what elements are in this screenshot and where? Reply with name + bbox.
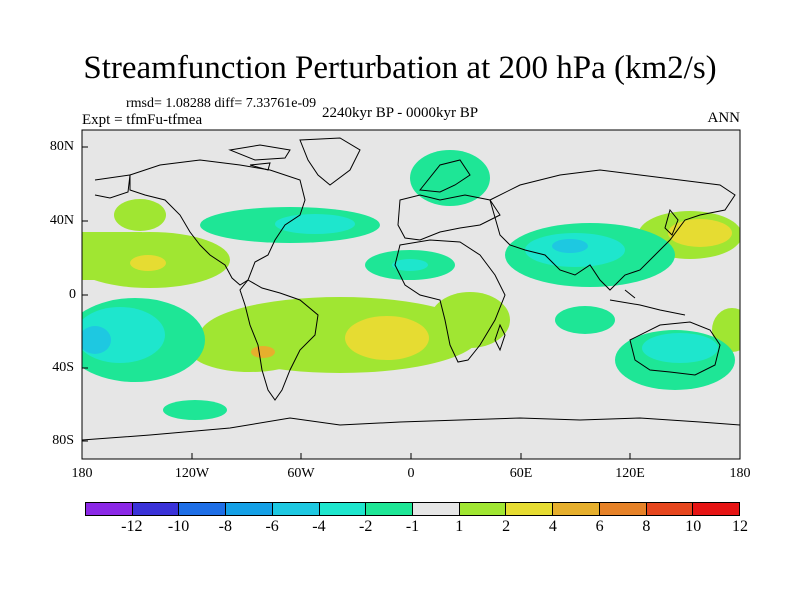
- colorbar-label: 12: [732, 518, 748, 535]
- coast-madagascar: [494, 323, 506, 352]
- colorbar-segment: [693, 503, 740, 515]
- contour-fills: [82, 150, 740, 420]
- coast-japan: [664, 208, 679, 236]
- colorbar-label: 4: [548, 518, 557, 535]
- contour-n-pacific: [114, 199, 166, 231]
- colorbar-segment: [319, 503, 367, 515]
- coast-indonesia: [609, 289, 686, 316]
- colorbar-label: -6: [265, 518, 279, 535]
- contour-w-pacific-4: [668, 219, 732, 247]
- coast-africa: [394, 239, 506, 363]
- contour-south-atlantic-4: [345, 316, 429, 360]
- colorbar-label: -8: [218, 518, 232, 535]
- colorbar-segment: [86, 503, 133, 515]
- contour-subtrop-pacific-4: [130, 255, 166, 271]
- colorbar-segment: [506, 503, 554, 515]
- contour-s-pacific-4: [82, 326, 111, 354]
- colorbar-segment: [366, 503, 414, 515]
- coast-alaska: [94, 174, 131, 199]
- x-tick-label: 120W: [174, 466, 210, 481]
- figure-title: Streamfunction Perturbation at 200 hPa (…: [83, 50, 717, 86]
- colorbar-label: -1: [405, 518, 420, 535]
- colorbar: [85, 502, 740, 516]
- colorbar-segment: [459, 503, 507, 515]
- colorbar-label: 6: [595, 518, 604, 535]
- contour-s-america-4: [251, 346, 275, 358]
- stats-text: rmsd= 1.08288 diff= 7.33761e-09: [126, 96, 317, 111]
- colorbar-segment: [179, 503, 227, 515]
- colorbar-label: 2: [502, 518, 511, 535]
- coast-asia: [489, 169, 736, 291]
- contour-africa-east: [430, 292, 510, 348]
- x-tick-label: 60E: [509, 466, 533, 481]
- colorbar-segment: [226, 503, 273, 515]
- y-tick-label: 80N: [49, 139, 74, 154]
- coast-greenland: [299, 137, 361, 186]
- y-tick-label: 40N: [49, 213, 74, 228]
- contour-n-atlantic-2: [275, 214, 355, 234]
- x-tick-label: 60W: [287, 466, 315, 481]
- coast-arctic-islands: [228, 144, 291, 171]
- contour-n-africa-2: [392, 259, 428, 271]
- colorbar-segment: [413, 503, 460, 515]
- coast-australia: [629, 321, 721, 376]
- colorbar-label: -12: [121, 518, 143, 535]
- colorbar-label: -10: [167, 518, 190, 535]
- coast-europe: [397, 194, 501, 241]
- contour-asia-4: [552, 239, 588, 253]
- colorbar-label: 1: [455, 518, 464, 535]
- period-label: 2240kyr BP - 0000kyr BP: [322, 105, 479, 121]
- colorbar-segment: [272, 503, 320, 515]
- coast-antarctica: [82, 417, 740, 441]
- x-tick-label: 180: [71, 466, 93, 481]
- colorbar-label: -4: [312, 518, 326, 535]
- contour-subtrop-pacific-edge: [82, 232, 142, 280]
- coast-scandinavia: [419, 159, 471, 193]
- contour-australia-2: [642, 333, 718, 363]
- colorbar-label: 8: [642, 518, 651, 535]
- y-tick-label: 80S: [52, 433, 74, 448]
- contour-southern-ocean: [163, 400, 227, 420]
- x-tick-label: 0: [407, 466, 415, 481]
- experiment-label: Expt = tfmFu-tfmea: [82, 112, 203, 128]
- coastlines: [82, 137, 740, 441]
- coast-new-zealand: [739, 385, 740, 387]
- season-label: ANN: [707, 110, 741, 126]
- colorbar-label: -2: [359, 518, 373, 535]
- y-tick-label: 40S: [52, 360, 74, 375]
- contour-indian-ocean: [555, 306, 615, 334]
- x-tick-label: 120E: [615, 466, 645, 481]
- colorbar-segment: [553, 503, 600, 515]
- x-tick-label: 180: [729, 466, 751, 481]
- y-tick-label: 0: [69, 287, 76, 302]
- colorbar-label: 10: [685, 518, 702, 535]
- tick-marks: [82, 146, 631, 459]
- colorbar-segment: [132, 503, 180, 515]
- contour-south-america: [190, 328, 310, 372]
- colorbar-segment: [646, 503, 694, 515]
- coast-south-america: [239, 279, 319, 401]
- contour-greenland: [410, 150, 490, 206]
- colorbar-segment: [599, 503, 647, 515]
